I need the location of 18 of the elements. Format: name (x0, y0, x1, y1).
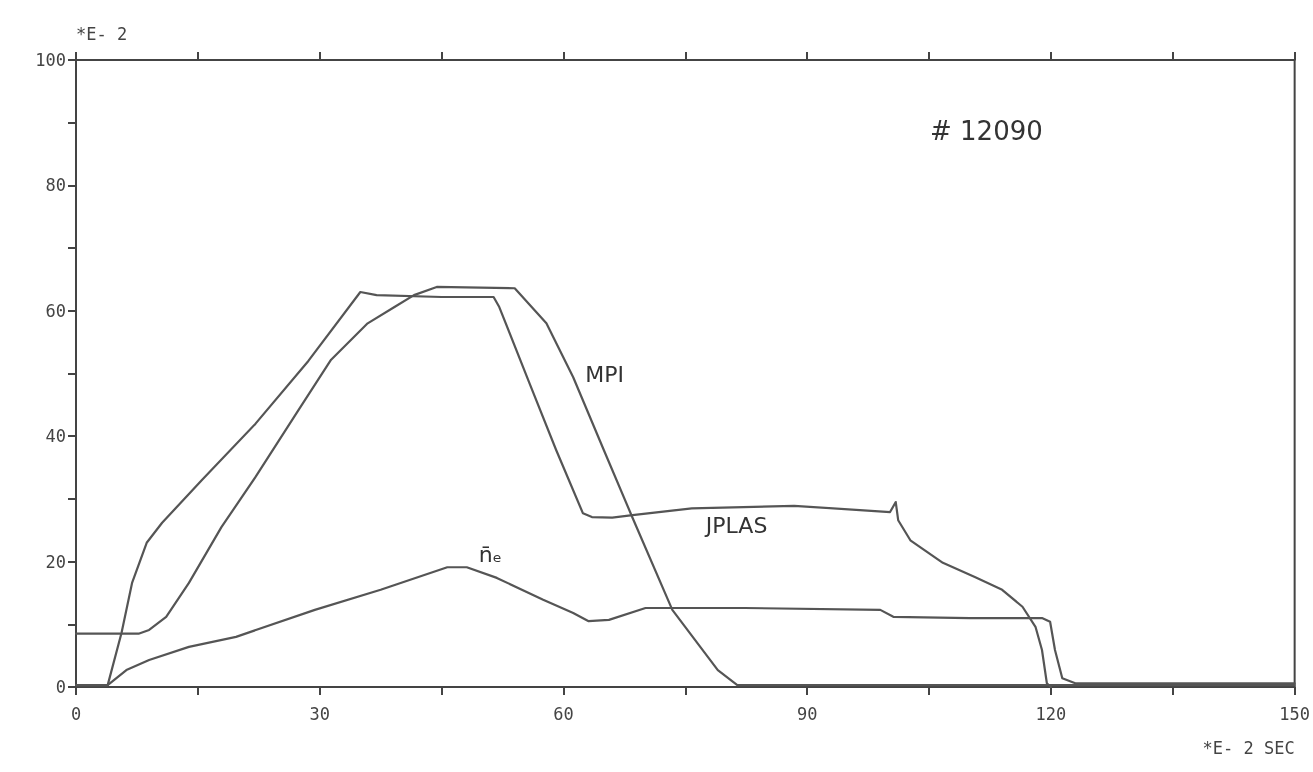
series-label: MPI (585, 361, 624, 387)
x-tick-label: 30 (309, 703, 330, 724)
x-tick-label: 0 (70, 703, 82, 724)
y-tick-label: 20 (45, 551, 66, 572)
series-label: JPLAS (703, 512, 768, 538)
y-tick-label: 100 (35, 50, 66, 70)
x-tick-label: 90 (796, 703, 818, 724)
y-tick-label: 60 (45, 300, 66, 321)
y-tick-label: 40 (45, 426, 66, 447)
series-label: n̄ₑ (478, 541, 502, 567)
x-axis-title: *E- 2 SEC (1202, 737, 1295, 758)
x-tick-label: 120 (1035, 703, 1067, 724)
x-tick-label: 150 (1279, 703, 1311, 724)
y-axis-title: *E- 2 (76, 23, 128, 44)
x-tick-label: 60 (553, 703, 574, 724)
y-tick-label: 0 (55, 677, 66, 697)
y-tick-label: 80 (45, 175, 66, 196)
annotation: # 12090 (930, 116, 1043, 146)
